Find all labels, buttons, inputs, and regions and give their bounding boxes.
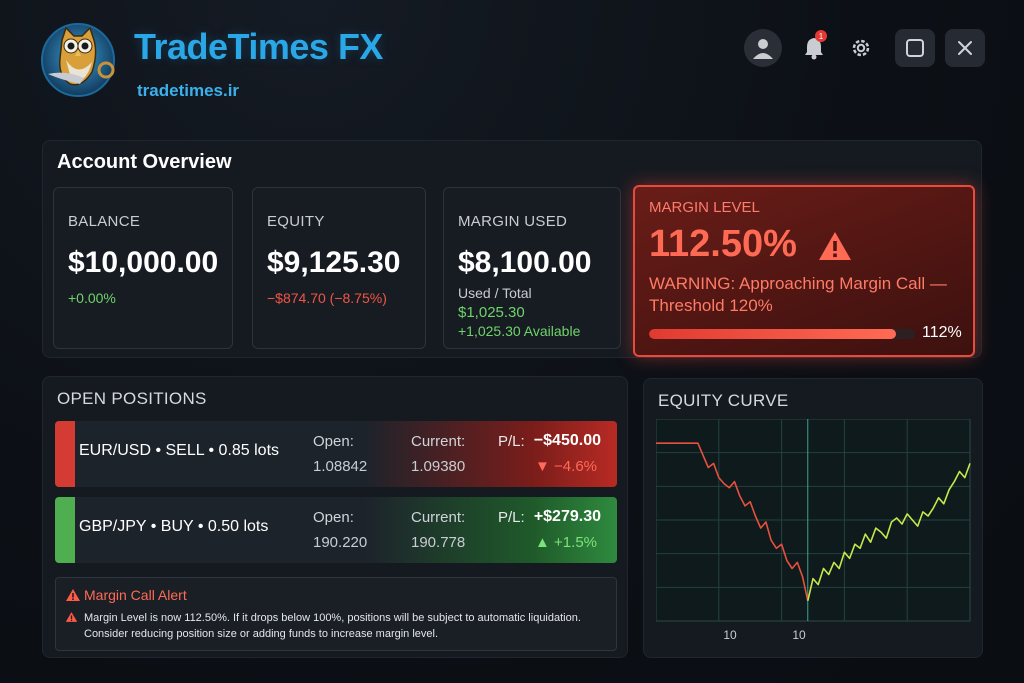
account-overview-panel: Account Overview BALANCE $10,000.00 +0.0… [42, 140, 982, 358]
equity-curve-chart: 10 10 [656, 419, 971, 642]
equity-curve-title: EQUITY CURVE [658, 391, 789, 410]
notifications-button[interactable]: 1 [795, 29, 833, 67]
margin-used-value: $8,100.00 [458, 246, 592, 279]
balance-change: +0.00% [68, 290, 116, 306]
equity-change: −$874.70 (−8.75%) [267, 290, 387, 306]
margin-level-value: 112.50% [649, 223, 797, 265]
current-price: 1.09380 [411, 458, 466, 475]
warning-icon [819, 232, 851, 260]
margin-used-label: MARGIN USED [458, 213, 568, 230]
pl-label: P/L: [498, 509, 525, 526]
buy-accent [55, 497, 75, 563]
equity-value: $9,125.30 [267, 246, 401, 279]
settings-button[interactable] [842, 29, 880, 67]
close-icon [958, 41, 972, 55]
open-label: Open: [313, 433, 354, 450]
margin-used-sublabel: Used / Total [458, 285, 532, 301]
equity-label: EQUITY [267, 213, 325, 230]
brand-title: TradeTimes FX [134, 26, 383, 67]
current-price: 190.778 [411, 534, 466, 551]
alert-warning-icon [65, 612, 78, 622]
margin-used-subvalue: $1,025.30 [458, 304, 525, 321]
open-positions-title: OPEN POSITIONS [57, 389, 207, 408]
alert-title: Margin Call Alert [84, 587, 187, 603]
notification-badge: 1 [815, 30, 827, 42]
maximize-button[interactable] [895, 29, 935, 67]
margin-used-card: MARGIN USED $8,100.00 Used / Total $1,02… [443, 187, 621, 349]
position-name: EUR/USD • SELL • 0.85 lots [79, 442, 280, 459]
current-label: Current: [411, 433, 466, 450]
margin-level-card: MARGIN LEVEL 112.50% WARNING: Approachin… [633, 185, 975, 357]
user-profile-button[interactable] [744, 29, 782, 67]
alert-warning-icon [66, 589, 80, 601]
margin-level-bar-fill [649, 329, 897, 339]
margin-level-bar [649, 329, 915, 339]
x-tick-label: 10 [792, 628, 806, 642]
balance-label: BALANCE [68, 213, 141, 230]
gear-icon [852, 39, 870, 57]
owl-logo [41, 23, 115, 97]
margin-level-label: MARGIN LEVEL [649, 199, 760, 216]
pl-percent: ▼ −4.6% [535, 458, 597, 475]
pl-value: +$279.30 [533, 508, 601, 525]
position-name: GBP/JPY • BUY • 0.50 lots [79, 518, 269, 535]
current-label: Current: [411, 509, 466, 526]
equity-card: EQUITY $9,125.30 −$874.70 (−8.75%) [252, 187, 426, 349]
pl-value: −$450.00 [533, 432, 601, 449]
maximize-icon [906, 39, 924, 57]
position-row-gbpjpy[interactable]: GBP/JPY • BUY • 0.50 lots Open: 190.220 … [55, 497, 617, 563]
margin-level-bar-text: 112% [922, 324, 962, 341]
sell-accent [55, 421, 75, 487]
x-tick-label: 10 [723, 628, 737, 642]
margin-call-alert: Margin Call Alert Margin Level is now 11… [55, 577, 617, 651]
brand-url[interactable]: tradetimes.ir [137, 81, 240, 100]
account-overview-title: Account Overview [57, 151, 232, 173]
pl-percent: ▲ +1.5% [535, 534, 597, 551]
balance-value: $10,000.00 [68, 246, 219, 279]
pl-label: P/L: [498, 433, 525, 450]
equity-line-recovery [807, 463, 971, 601]
user-icon [753, 39, 773, 59]
bell-icon [805, 38, 823, 60]
equity-line-decline [656, 442, 809, 601]
alert-body: Margin Level is now 112.50%. If it drops… [84, 612, 581, 640]
margin-available: +1,025.30 Available [458, 323, 581, 339]
position-row-eurusd[interactable]: EUR/USD • SELL • 0.85 lots Open: 1.08842… [55, 421, 617, 487]
balance-card: BALANCE $10,000.00 +0.00% [53, 187, 233, 349]
equity-curve-panel: EQUITY CURVE 10 10 [643, 378, 983, 658]
margin-level-warning: WARNING: Approaching Margin Call — Thres… [649, 274, 947, 315]
open-price: 190.220 [313, 534, 368, 551]
open-positions-panel: OPEN POSITIONS EUR/USD • SELL • 0.85 lot… [42, 376, 628, 658]
close-button[interactable] [945, 29, 985, 67]
open-price: 1.08842 [313, 458, 368, 475]
open-label: Open: [313, 509, 354, 526]
